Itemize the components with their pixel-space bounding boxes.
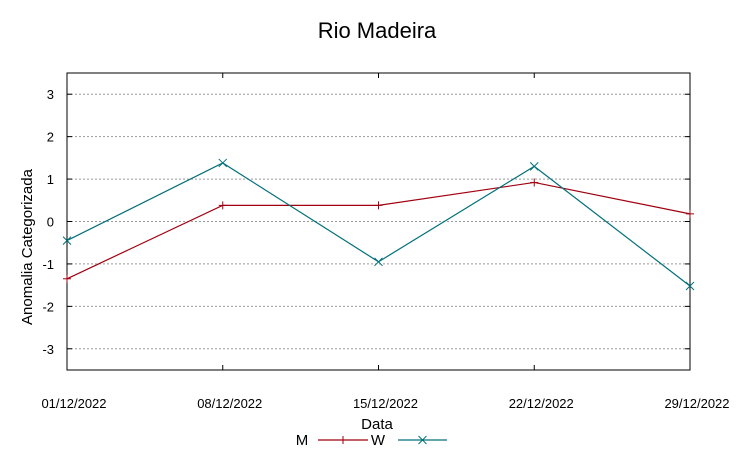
x-tick-label: 29/12/2022 xyxy=(664,396,729,411)
y-axis: 3 2 1 0 -1 -2 -3 xyxy=(42,87,690,357)
x-tick-label: 22/12/2022 xyxy=(509,396,574,411)
legend-label-W: W xyxy=(371,432,386,449)
x-axis-label: Data xyxy=(361,416,393,433)
data-point-W xyxy=(529,161,539,171)
x-tick-label: 08/12/2022 xyxy=(197,396,262,411)
y-axis-label: Anomalia Categorizada xyxy=(19,168,36,325)
y-tick-label: 0 xyxy=(47,215,54,230)
series-group xyxy=(62,158,695,291)
y-tick-label: 3 xyxy=(47,87,54,102)
data-point-M xyxy=(530,178,539,187)
legend-marker-M xyxy=(339,436,347,444)
x-axis: 01/12/2022 08/12/2022 15/12/2022 22/12/2022… xyxy=(41,73,730,411)
data-point-W xyxy=(62,236,72,245)
data-point-W xyxy=(218,158,228,168)
legend-marker-W xyxy=(418,435,427,445)
y-tick-label: -1 xyxy=(42,257,54,272)
x-tick-label: 01/12/2022 xyxy=(41,396,106,411)
series-line-W xyxy=(66,162,691,287)
y-tick-label: -3 xyxy=(42,342,54,357)
y-tick-label: -2 xyxy=(42,299,54,314)
grid-lines xyxy=(67,93,690,350)
legend-label-M: M xyxy=(296,432,309,449)
chart-title: Rio Madeira xyxy=(318,18,437,43)
data-point-M xyxy=(63,274,71,283)
data-point-W xyxy=(685,281,695,291)
data-point-M xyxy=(686,209,694,218)
y-tick-label: 2 xyxy=(47,130,54,145)
data-point-M xyxy=(218,201,227,210)
data-point-W xyxy=(374,257,383,267)
x-tick-label: 15/12/2022 xyxy=(353,396,418,411)
data-point-M xyxy=(374,201,383,210)
y-tick-label: 1 xyxy=(47,172,54,187)
